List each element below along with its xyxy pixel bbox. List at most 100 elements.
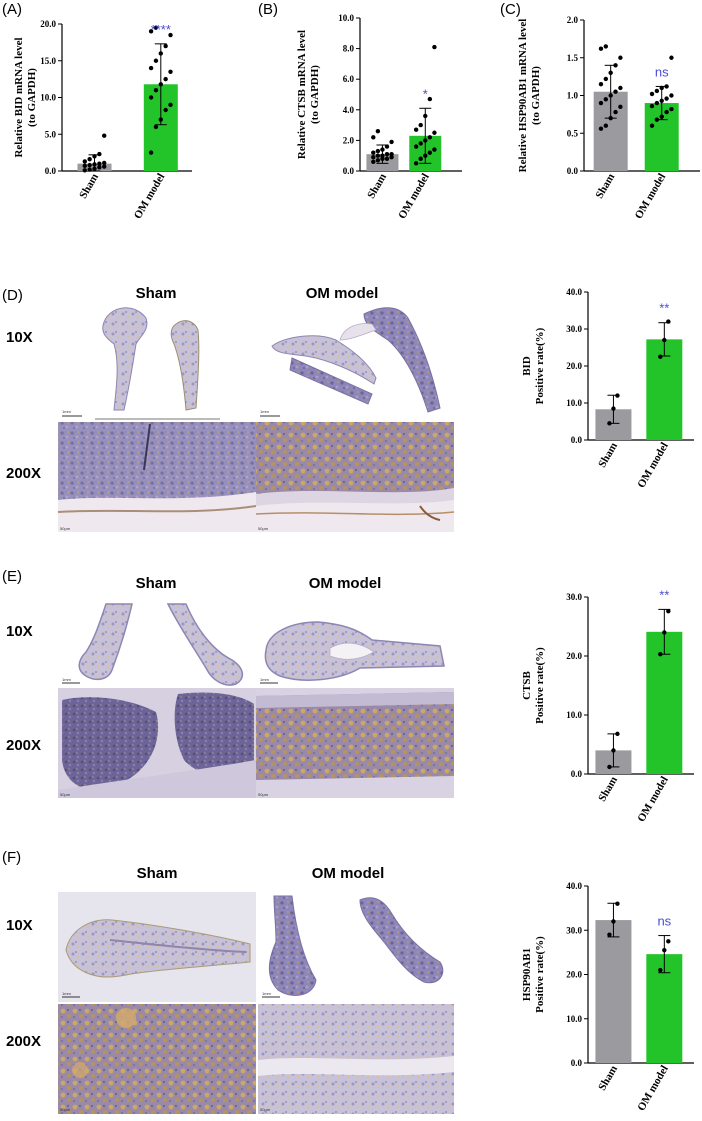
y-tick-label: 0.5 bbox=[567, 128, 579, 138]
data-point bbox=[413, 127, 419, 132]
data-point bbox=[153, 124, 159, 130]
data-point bbox=[615, 731, 620, 737]
micrograph-om-200x: 50μm bbox=[258, 1004, 454, 1114]
y-tick-label: 10.0 bbox=[40, 93, 56, 103]
micrograph-sham-10x: 1mm bbox=[58, 302, 256, 420]
data-point bbox=[432, 44, 437, 50]
data-point bbox=[375, 158, 381, 163]
y-axis-label: Positive rate(%) bbox=[534, 327, 546, 404]
data-point bbox=[148, 150, 154, 155]
data-point bbox=[662, 947, 667, 953]
magnification-10x: 10X bbox=[6, 329, 33, 346]
scale-bar-label: 50μm bbox=[60, 792, 71, 797]
data-point bbox=[654, 88, 660, 94]
y-tick-label: 30.0 bbox=[566, 592, 582, 602]
significance-marker: ** bbox=[659, 301, 669, 316]
data-point bbox=[658, 652, 663, 657]
magnification-10x: 10X bbox=[6, 917, 33, 934]
data-point bbox=[92, 162, 97, 167]
y-tick-label: 0.0 bbox=[571, 1058, 583, 1068]
y-tick-label: 1.0 bbox=[567, 91, 579, 101]
data-point bbox=[613, 63, 618, 68]
data-point bbox=[158, 51, 163, 56]
data-point bbox=[163, 76, 168, 82]
scale-bar-label: 1mm bbox=[62, 677, 72, 682]
data-point bbox=[659, 98, 664, 103]
data-point bbox=[418, 141, 423, 146]
category-label: Sham bbox=[596, 441, 620, 470]
data-point bbox=[380, 156, 385, 161]
data-point bbox=[666, 608, 671, 614]
y-tick-label: 10.0 bbox=[566, 1014, 582, 1024]
data-point bbox=[423, 138, 428, 143]
data-point bbox=[163, 107, 168, 113]
data-point bbox=[97, 161, 102, 166]
significance-marker: * bbox=[423, 86, 428, 101]
panel-letter-a: (A) bbox=[2, 1, 22, 18]
header-sham: Sham bbox=[136, 575, 177, 592]
category-label: OM model bbox=[635, 1064, 671, 1114]
y-axis-label: HSP90AB1 bbox=[521, 948, 533, 1001]
histology-panel-f: (F) Sham OM model 10X 200X 1mm 1mm 50μm bbox=[2, 849, 454, 1114]
data-point bbox=[669, 106, 674, 112]
data-point bbox=[666, 319, 671, 324]
data-point bbox=[603, 123, 609, 128]
data-point bbox=[380, 153, 385, 158]
scale-bar-label: 1mm bbox=[260, 409, 270, 414]
data-point bbox=[384, 156, 390, 161]
data-point bbox=[389, 155, 394, 160]
scale-bar-label: 1mm bbox=[62, 991, 72, 996]
data-point bbox=[418, 156, 423, 161]
data-point bbox=[658, 967, 663, 973]
data-point bbox=[82, 168, 87, 173]
data-point bbox=[384, 151, 390, 157]
data-point bbox=[649, 123, 655, 128]
data-point bbox=[375, 129, 381, 134]
data-point bbox=[659, 85, 664, 91]
scale-bar-label: 50μm bbox=[260, 1107, 271, 1112]
data-point bbox=[664, 109, 669, 115]
category-label: OM model bbox=[635, 775, 671, 825]
data-point bbox=[163, 43, 168, 49]
magnification-200x: 200X bbox=[6, 465, 41, 482]
data-point bbox=[418, 122, 423, 128]
y-tick-label: 0.0 bbox=[45, 166, 57, 176]
data-point bbox=[371, 135, 376, 140]
chart-bid-positive-rate: 0.0 10.0 20.0 30.0 40.0 BID Positive rate(%) Sh… bbox=[521, 287, 694, 490]
micrograph-om-200x: 50μm bbox=[255, 422, 455, 532]
data-point bbox=[158, 117, 163, 122]
data-point bbox=[615, 901, 620, 906]
panel-letter-c: (C) bbox=[500, 1, 521, 18]
data-point bbox=[603, 76, 609, 82]
micrograph-sham-10x: 1mm bbox=[58, 603, 256, 687]
data-point bbox=[669, 55, 674, 60]
data-point bbox=[371, 155, 376, 160]
data-point bbox=[148, 29, 154, 34]
y-tick-label: 5.0 bbox=[45, 129, 57, 139]
histology-panel-d: (D) Sham OM model 10X 200X 1mm 1mm bbox=[2, 285, 455, 532]
scale-bar-label: 50μm bbox=[60, 526, 71, 531]
significance-marker: **** bbox=[151, 22, 171, 37]
y-tick-label: 0.0 bbox=[343, 166, 355, 176]
y-tick-label: 6.0 bbox=[343, 74, 355, 84]
y-axis-label: Relative CTSB mRNA level bbox=[296, 30, 308, 159]
y-tick-label: 40.0 bbox=[566, 287, 582, 297]
category-label: OM model bbox=[635, 441, 671, 491]
data-point bbox=[618, 104, 623, 110]
data-point bbox=[618, 55, 623, 60]
data-point bbox=[102, 133, 107, 138]
magnification-200x: 200X bbox=[6, 1033, 41, 1050]
data-point bbox=[603, 97, 609, 102]
data-point bbox=[153, 87, 159, 93]
data-point bbox=[598, 81, 604, 87]
data-point bbox=[148, 65, 154, 71]
significance-marker: ns bbox=[657, 914, 671, 929]
scale-bar-label: 1mm bbox=[62, 409, 72, 414]
micrograph-sham-200x: 50μm bbox=[57, 422, 257, 532]
y-axis-label: Positive rate(%) bbox=[534, 647, 546, 724]
data-point bbox=[649, 91, 655, 97]
y-axis-label: Positive rate(%) bbox=[534, 936, 546, 1013]
y-tick-label: 0.0 bbox=[571, 435, 583, 445]
panel-letter-b: (B) bbox=[258, 1, 278, 18]
data-point bbox=[97, 165, 102, 170]
